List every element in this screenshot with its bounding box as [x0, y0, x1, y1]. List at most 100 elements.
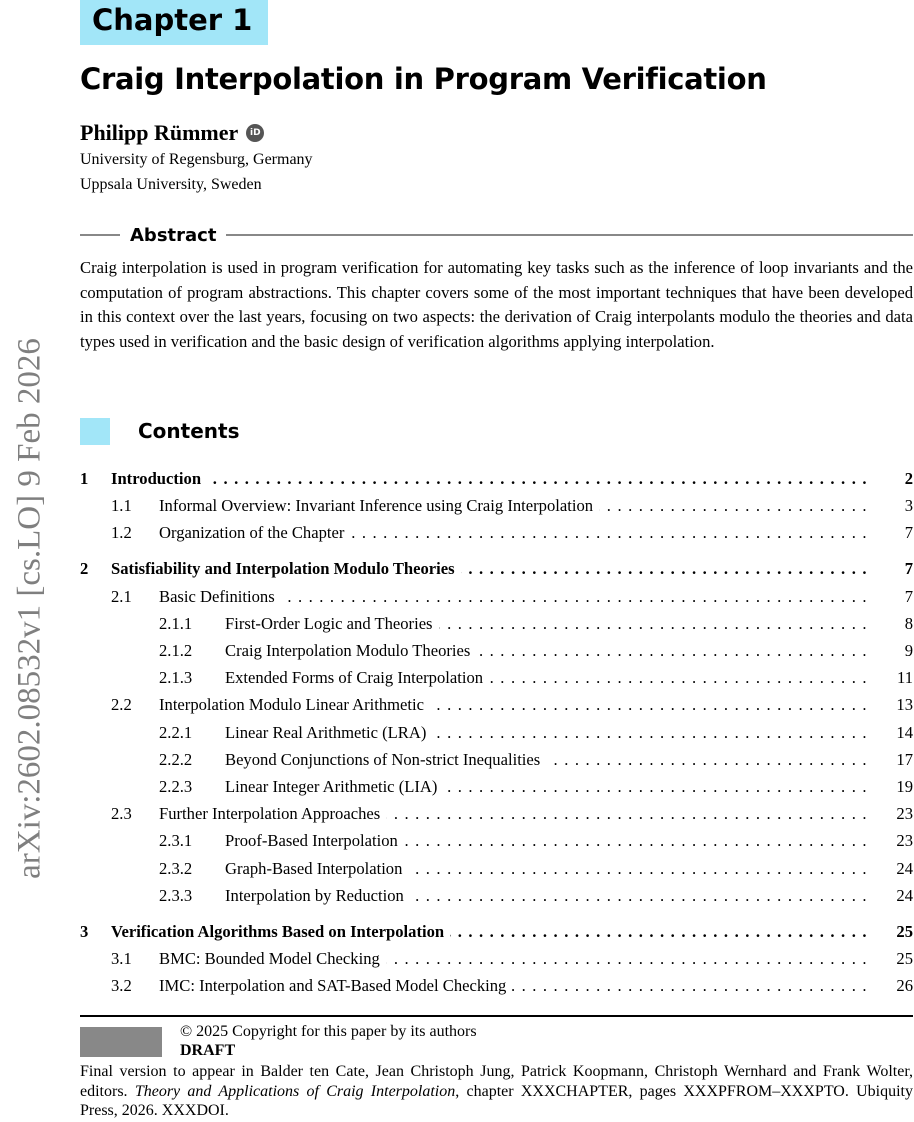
toc-leader: ........................................…	[599, 496, 873, 516]
orcid-icon[interactable]: iD	[246, 124, 265, 142]
toc-title[interactable]: Linear Real Arithmetic (LRA)	[225, 722, 427, 742]
toc-leader: ........................................…	[350, 523, 873, 543]
toc-title[interactable]: BMC: Bounded Model Checking	[159, 949, 380, 968]
toc-title[interactable]: Verification Algorithms Based on Interpo…	[111, 921, 445, 941]
toc-page[interactable]: 17	[896, 749, 913, 769]
publication-note: Final version to appear in Balder ten Ca…	[80, 1062, 913, 1121]
toc-leader: ........................................…	[450, 921, 873, 941]
toc-entry[interactable]: 2.2.3 Linear Integer Arithmetic (LIA) ..…	[80, 777, 913, 801]
toc-page[interactable]: 2	[904, 469, 913, 488]
toc-entry[interactable]: 2.1.2 Craig Interpolation Modulo Theorie…	[80, 641, 913, 665]
chapter-label: Chapter 1	[80, 0, 268, 45]
divider	[80, 234, 120, 236]
footer-divider	[80, 1015, 913, 1017]
note-text: Final version to appear in Balder ten Ca…	[80, 1063, 913, 1100]
toc-title[interactable]: First-Order Logic and Theories	[225, 613, 433, 633]
toc-leader: ........................................…	[404, 831, 873, 851]
toc-title[interactable]: Organization of the Chapter	[159, 523, 345, 543]
toc-entry[interactable]: 2.2.1 Linear Real Arithmetic (LRA) .....…	[80, 723, 913, 747]
toc-entry[interactable]: 2.1 Basic Definitions ..................…	[80, 587, 913, 611]
toc-leader: ........................................…	[512, 976, 873, 996]
toc-entry[interactable]: 2.3.1 Proof-Based Interpolation ........…	[80, 831, 913, 855]
toc-number: 2.3.2	[159, 858, 193, 878]
toc-number: 1.1	[111, 496, 132, 516]
abstract-text: Craig interpolation is used in program v…	[80, 258, 913, 351]
toc-page[interactable]: 7	[904, 523, 913, 543]
toc-title[interactable]: Linear Integer Arithmetic (LIA)	[225, 777, 438, 796]
toc-entry[interactable]: 1.2 Organization of the Chapter ........…	[80, 523, 913, 547]
toc-page[interactable]: 25	[896, 921, 913, 941]
toc-number: 2.3.1	[159, 831, 193, 851]
toc-title[interactable]: Beyond Conjunctions of Non-strict Inequa…	[225, 749, 541, 769]
toc-entry[interactable]: 2.2 Interpolation Modulo Linear Arithmet…	[80, 695, 913, 719]
toc-entry[interactable]: 3 Verification Algorithms Based on Inter…	[80, 922, 913, 946]
toc-title[interactable]: IMC: Interpolation and SAT-Based Model C…	[159, 976, 507, 996]
toc-entry[interactable]: 2.1.3 Extended Forms of Craig Interpolat…	[80, 668, 913, 692]
toc-page[interactable]: 24	[896, 858, 913, 878]
affiliation: University of Regensburg, Germany	[80, 151, 313, 168]
toc-leader: ........................................…	[443, 777, 873, 796]
toc-leader: ........................................…	[408, 858, 873, 878]
toc-title[interactable]: Informal Overview: Invariant Inference u…	[159, 496, 594, 516]
toc-leader: ........................................…	[432, 722, 873, 742]
toc-number: 3.1	[111, 949, 132, 968]
toc-title[interactable]: Extended Forms of Craig Interpolation	[225, 668, 484, 688]
toc-entry[interactable]: 1.1 Informal Overview: Invariant Inferen…	[80, 496, 913, 520]
toc-leader: ........................................…	[476, 641, 873, 660]
divider	[226, 234, 913, 236]
contents-heading: Contents	[138, 419, 240, 443]
toc-page[interactable]: 3	[904, 496, 913, 516]
toc-page[interactable]: 14	[896, 722, 913, 742]
abstract-header: Abstract	[80, 224, 913, 246]
toc-leader: ........................................…	[386, 949, 873, 968]
toc-title[interactable]: Proof-Based Interpolation	[225, 831, 398, 851]
toc-page[interactable]: 25	[896, 949, 913, 968]
toc-entry[interactable]: 2.3.3 Interpolation by Reduction .......…	[80, 886, 913, 910]
toc-number: 3.2	[111, 976, 132, 996]
toc-page[interactable]: 7	[904, 559, 913, 579]
toc-page[interactable]: 9	[904, 641, 913, 660]
toc-number: 1.2	[111, 523, 132, 543]
toc-number: 2.1.2	[159, 641, 193, 660]
toc-page[interactable]: 13	[896, 695, 913, 715]
toc-leader: ........................................…	[430, 695, 873, 715]
toc-page[interactable]: 24	[896, 885, 913, 905]
toc-page[interactable]: 7	[904, 586, 913, 606]
toc-leader: ........................................…	[410, 885, 873, 905]
toc-page[interactable]: 8	[904, 613, 913, 633]
toc-entry[interactable]: 1 Introduction .........................…	[80, 469, 913, 493]
toc-title[interactable]: Further Interpolation Approaches	[159, 804, 381, 824]
copyright: © 2025 Copyright for this paper by its a…	[180, 1023, 477, 1040]
toc-leader: ........................................…	[281, 586, 873, 606]
toc-entry[interactable]: 2 Satisfiability and Interpolation Modul…	[80, 559, 913, 583]
toc-title[interactable]: Introduction	[111, 469, 202, 488]
toc-title[interactable]: Graph-Based Interpolation	[225, 858, 403, 878]
toc-title[interactable]: Craig Interpolation Modulo Theories	[225, 641, 471, 660]
toc-page[interactable]: 23	[896, 804, 913, 824]
toc-title[interactable]: Satisfiability and Interpolation Modulo …	[111, 559, 455, 579]
toc-number: 2.2.3	[159, 777, 193, 796]
toc-number: 2.3	[111, 804, 132, 824]
toc-title[interactable]: Interpolation Modulo Linear Arithmetic	[159, 695, 424, 715]
toc-page[interactable]: 11	[897, 668, 913, 688]
toc-leader: ........................................…	[546, 749, 873, 769]
toc-page[interactable]: 26	[896, 976, 913, 996]
toc-title[interactable]: Interpolation by Reduction	[225, 885, 404, 905]
toc-number: 2.1.3	[159, 668, 193, 688]
toc-page[interactable]: 19	[896, 777, 913, 796]
affiliation: Uppsala University, Sweden	[80, 176, 262, 193]
toc-number: 2.3.3	[159, 885, 193, 905]
toc-entry[interactable]: 3.2 IMC: Interpolation and SAT-Based Mod…	[80, 976, 913, 1000]
toc-number: 2.1.1	[159, 613, 193, 633]
toc-entry[interactable]: 2.3.2 Graph-Based Interpolation ........…	[80, 859, 913, 883]
toc-page[interactable]: 23	[896, 831, 913, 851]
toc-entry[interactable]: 2.2.2 Beyond Conjunctions of Non-strict …	[80, 750, 913, 774]
toc-number: 2.1	[111, 586, 132, 606]
toc-title[interactable]: Basic Definitions	[159, 586, 275, 606]
toc-leader: ........................................…	[489, 668, 873, 688]
toc-entry[interactable]: 3.1 BMC: Bounded Model Checking ........…	[80, 949, 913, 973]
toc-entry[interactable]: 2.1.1 First-Order Logic and Theories ...…	[80, 614, 913, 638]
toc-number: 2.2	[111, 695, 132, 715]
toc-entry[interactable]: 2.3 Further Interpolation Approaches ...…	[80, 804, 913, 828]
toc-number: 2	[80, 559, 89, 579]
